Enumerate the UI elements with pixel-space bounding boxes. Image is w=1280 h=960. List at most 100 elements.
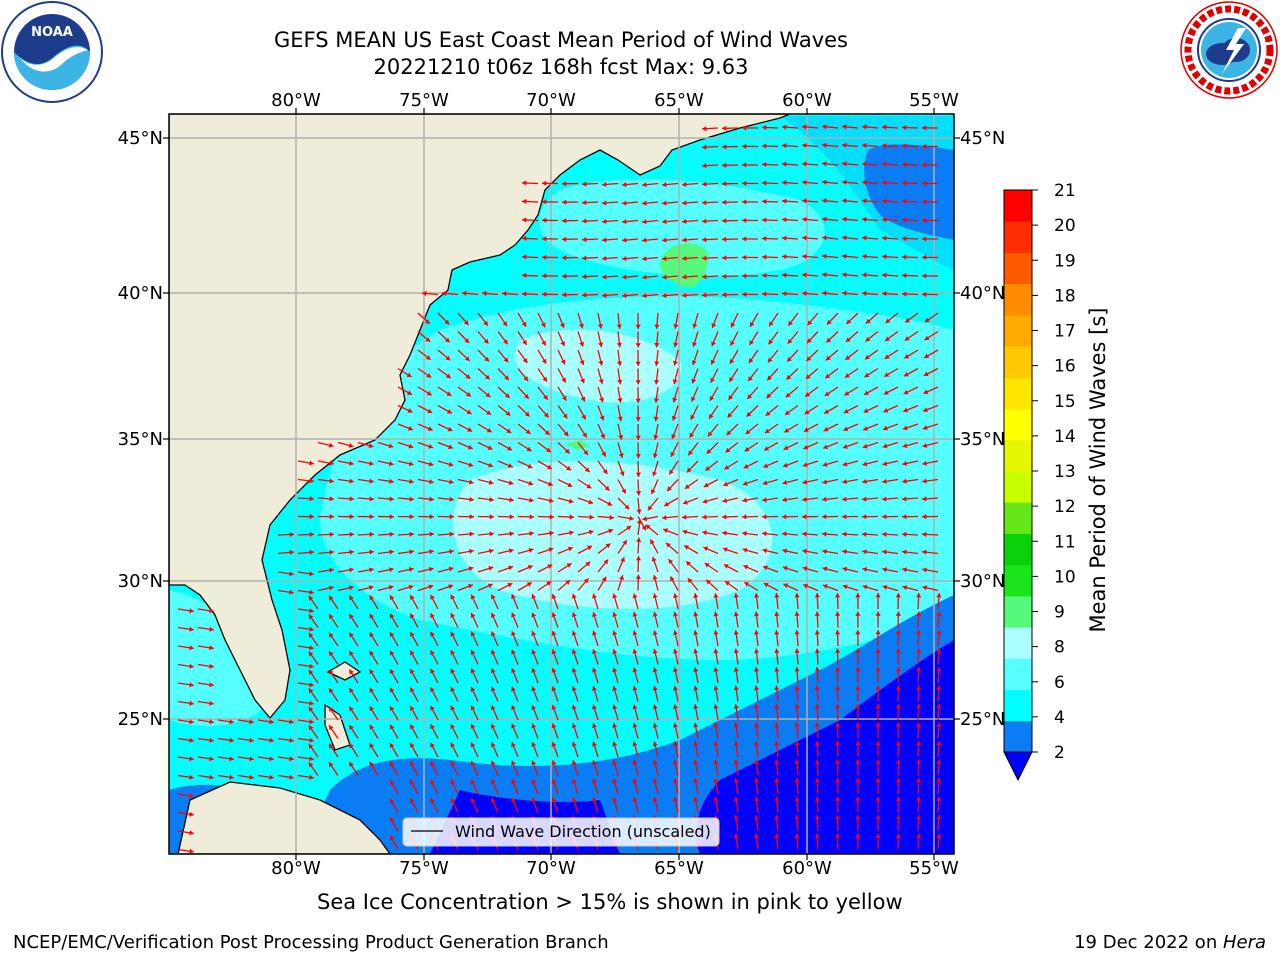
wave-vector-head (774, 796, 780, 802)
wave-vector-head (730, 340, 735, 346)
wave-vector-head (722, 255, 727, 261)
wave-vector-head (566, 465, 571, 471)
wave-vector-head (410, 687, 415, 693)
wave-vector-head (845, 355, 851, 360)
period-8-9-region (453, 329, 773, 609)
wave-vector-head (450, 687, 456, 693)
wave-vector-head (608, 528, 614, 534)
wave-vector-head (753, 611, 760, 617)
wave-vector-head (875, 667, 881, 672)
wave-vector-head (561, 377, 566, 383)
lon-label: 60°W (782, 90, 832, 111)
wave-vector-head (862, 584, 868, 590)
wave-vector-head (602, 181, 607, 187)
wave-vector-head (802, 514, 807, 520)
wave-vector-head (805, 391, 811, 397)
colorbar-segment (1004, 190, 1032, 222)
wave-vector-head (636, 509, 642, 514)
wave-vector-head (803, 427, 809, 432)
wave-vector-head (702, 514, 707, 520)
wave-vector-head (794, 685, 800, 691)
wave-vector-head (622, 274, 627, 280)
wave-vector-head (842, 124, 847, 130)
wave-vector-head (450, 761, 456, 767)
wave-vector-head (652, 685, 658, 691)
wave-vector-head (483, 338, 489, 344)
wave-vector-head (450, 631, 456, 637)
wave-vector-head (693, 667, 699, 672)
wave-vector-head (652, 574, 658, 580)
wave-vector-head (684, 545, 690, 550)
lon-labels-bottom: 80°W 75°W 70°W 65°W 60°W 55°W (271, 858, 959, 879)
wave-vector-head (388, 461, 394, 467)
wave-vector-head (349, 567, 354, 573)
wave-vector-head (835, 741, 841, 746)
wave-vector-head (582, 292, 587, 298)
wave-vector-head (936, 611, 942, 617)
wave-vector-head (862, 514, 867, 520)
wave-vector-head (923, 407, 928, 413)
wave-vector-head (592, 630, 597, 636)
wave-vector-head (588, 529, 594, 535)
wave-vector-head (916, 611, 922, 616)
wave-vector-head (782, 272, 787, 278)
wave-vector-head (802, 462, 808, 468)
wave-vector-head (569, 530, 574, 536)
wave-vector-head (710, 377, 715, 383)
wave-vector-head (769, 321, 774, 327)
wave-vector-head (612, 704, 618, 710)
wave-vector-head (672, 360, 678, 366)
wave-vector-head (903, 407, 909, 413)
wave-vector-head (289, 756, 294, 762)
wave-vector-head (802, 198, 807, 204)
wave-vector-head (895, 630, 901, 635)
wave-vector-head (753, 648, 760, 654)
wave-vector-head (782, 291, 787, 297)
wave-vector-head (713, 722, 719, 728)
wave-vector-head (511, 779, 516, 785)
wave-vector-head (722, 273, 727, 279)
wave-vector-head (713, 685, 719, 691)
wave-vector-head (902, 531, 907, 537)
wave-vector-head (308, 762, 314, 768)
wave-vector-head (522, 339, 527, 345)
chart-subtitle: 20221210 t06z 168h fcst Max: 9.63 (373, 55, 749, 79)
wave-vector-head (733, 722, 739, 728)
wave-vector-head (511, 594, 516, 600)
wave-vector-head (742, 125, 747, 131)
wave-vector-head (722, 162, 727, 168)
wave-vector-head (825, 373, 831, 379)
wave-vector-head (571, 723, 577, 729)
wave-vector-head (430, 724, 435, 730)
wave-vector-head (802, 161, 807, 167)
wave-vector-head (782, 514, 787, 520)
wave-vector-head (599, 397, 604, 403)
wave-vector-head (563, 431, 569, 437)
wave-vector-head (722, 144, 727, 150)
wave-vector-head (470, 631, 476, 637)
wave-vector-head (583, 578, 589, 584)
wave-vector-head (542, 199, 547, 205)
wave-vector-head (484, 374, 490, 380)
wave-vector-head (902, 272, 907, 279)
wave-vector-head (189, 719, 194, 725)
wave-vector-head (598, 360, 604, 366)
wave-vector-head (410, 742, 415, 748)
wave-vector-head (733, 796, 739, 802)
wave-vector-head (842, 479, 847, 485)
wave-vector-head (502, 339, 508, 345)
wave-vector-head (652, 704, 658, 710)
wave-vector-head (430, 594, 435, 600)
wave-vector-head (711, 323, 717, 328)
wave-vector-head (308, 725, 314, 731)
wave-vector-head (936, 741, 942, 746)
wave-vector-head (652, 722, 658, 728)
wave-vector-head (683, 499, 688, 505)
wave-vector-head (690, 396, 696, 402)
colorbar-segment (1004, 346, 1032, 378)
wave-vector-head (689, 432, 695, 438)
wave-vector-head (835, 685, 841, 690)
wave-vector-head (774, 593, 780, 598)
wave-vector-head (665, 542, 671, 548)
wave-vector-head (189, 811, 194, 817)
